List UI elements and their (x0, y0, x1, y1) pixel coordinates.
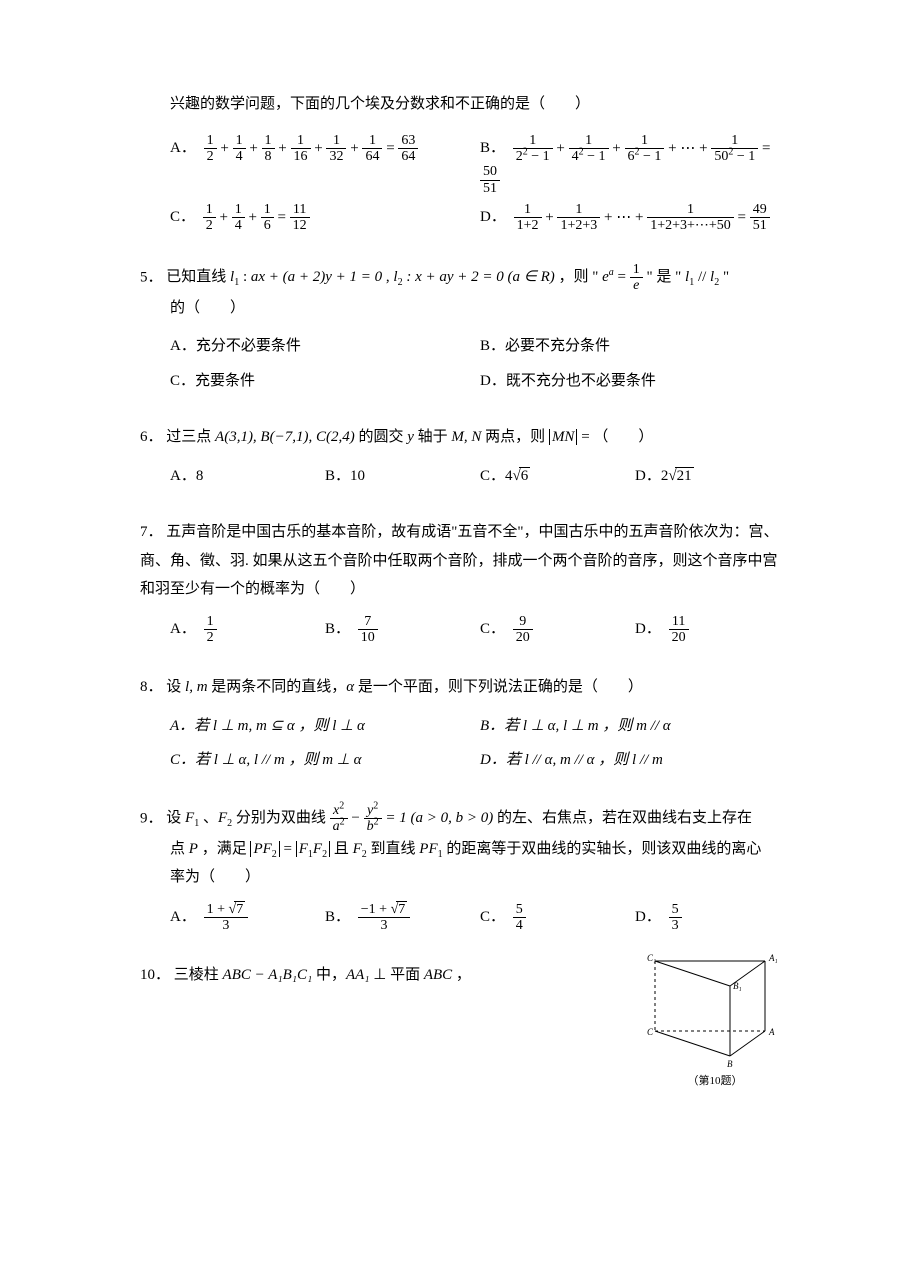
q7-opt-b[interactable]: B． 710 (325, 614, 480, 646)
q5-opt-a[interactable]: A．充分不必要条件 (170, 332, 480, 361)
q6-num: 6． (140, 429, 163, 445)
q9-opt-b[interactable]: B． −1 + 73 (325, 902, 480, 934)
q9-line2: 点 P ，满足 PF2 = F1F2 且 F2 到直线 PF1 的距离等于双曲线… (170, 835, 790, 864)
q9-opt-a[interactable]: A． 1 + 73 (170, 902, 325, 934)
q9-line3: 率为（ ） (170, 863, 790, 892)
q4-opt-d[interactable]: D． 11+2 + 11+2+3 + ⋯ + 11+2+3+⋯+50 = 495… (480, 202, 790, 234)
q5-tail: 的（ ） (170, 294, 790, 323)
q8: 8． 设 l, m 是两条不同的直线，α 是一个平面，则下列说法正确的是（ ） (140, 673, 790, 702)
q10-figure: C₁ A₁ B₁ C A B （第10题） (640, 951, 790, 1092)
q8-options: A．若 l ⊥ m, m ⊆ α ，则 l ⊥ α B．若 l ⊥ α, l ⊥… (170, 712, 790, 781)
q5-num: 5． (140, 269, 163, 285)
q9-num: 9． (140, 810, 163, 826)
q7-num: 7． (140, 524, 163, 540)
q6-opt-b[interactable]: B．10 (325, 462, 480, 491)
q5-options: A．充分不必要条件 B．必要不充分条件 C．充要条件 D．既不充分也不必要条件 (170, 332, 790, 401)
q6-opt-c[interactable]: C．46 (480, 462, 635, 491)
q7-options: A． 12 B． 710 C． 920 D． 1120 (170, 614, 790, 652)
svg-text:A: A (768, 1027, 775, 1037)
figure-caption: （第10题） (688, 1075, 743, 1087)
opt-label: C． (170, 209, 195, 225)
q4-options: A． 12 + 14 + 18 + 116 + 132 + 164 = 6364… (170, 133, 790, 240)
q4-opt-b[interactable]: B． 122 − 1 + 142 − 1 + 162 − 1 + ⋯ + 150… (480, 133, 790, 197)
q10-num: 10． (140, 967, 170, 983)
q5-opt-c[interactable]: C．充要条件 (170, 367, 480, 396)
q9-opt-c[interactable]: C． 54 (480, 902, 635, 934)
q5-opt-d[interactable]: D．既不充分也不必要条件 (480, 367, 790, 396)
opt-label: D． (480, 209, 506, 225)
opt-label: A． (170, 140, 196, 156)
svg-text:C₁: C₁ (647, 953, 656, 963)
q7-opt-c[interactable]: C． 920 (480, 614, 635, 646)
q5: 5． 已知直线 l1 : ax + (a + 2)y + 1 = 0 , l2 … (140, 262, 790, 322)
q10-stem: 三棱柱 ABC − A₁B₁C₁ 中，AA₁ ⊥ 平面 ABC ， (174, 967, 471, 983)
opt-label: B． (480, 140, 505, 156)
q7-stem: 五声音阶是中国古乐的基本音阶，故有成语"五音不全"，中国古乐中的五声音阶依次为：… (140, 524, 779, 597)
svg-text:C: C (647, 1027, 654, 1037)
q9-opt-d[interactable]: D． 53 (635, 902, 790, 934)
q8-opt-c[interactable]: C．若 l ⊥ α, l // m ，则 m ⊥ α (170, 746, 480, 775)
svg-text:A₁: A₁ (768, 953, 778, 963)
q4-intro: 兴趣的数学问题，下面的几个埃及分数求和不正确的是（ ） (140, 90, 790, 119)
q8-opt-d[interactable]: D．若 l // α, m // α ，则 l // m (480, 746, 790, 775)
q8-stem: 设 l, m 是两条不同的直线，α 是一个平面，则下列说法正确的是（ ） (166, 679, 643, 695)
svg-text:B₁: B₁ (733, 981, 742, 991)
q4-opt-c[interactable]: C． 12 + 14 + 16 = 1112 (170, 202, 480, 234)
q5-opt-b[interactable]: B．必要不充分条件 (480, 332, 790, 361)
q4-opt-a[interactable]: A． 12 + 14 + 18 + 116 + 132 + 164 = 6364 (170, 133, 480, 197)
q6-options: A．8 B．10 C．46 D．221 (170, 462, 790, 497)
q6-opt-a[interactable]: A．8 (170, 462, 325, 491)
q8-opt-b[interactable]: B．若 l ⊥ α, l ⊥ m ，则 m // α (480, 712, 790, 741)
svg-text:B: B (727, 1059, 733, 1069)
q7-opt-a[interactable]: A． 12 (170, 614, 325, 646)
q6-stem: 过三点 A(3,1), B(−7,1), C(2,4) 的圆交 y 轴于 M, … (166, 429, 653, 445)
q6: 6． 过三点 A(3,1), B(−7,1), C(2,4) 的圆交 y 轴于 … (140, 423, 790, 452)
q6-opt-d[interactable]: D．221 (635, 462, 790, 491)
q8-num: 8． (140, 679, 163, 695)
q5-stem: 已知直线 l1 : ax + (a + 2)y + 1 = 0 , l2 : x… (166, 269, 729, 285)
q9-stem: 设 F1 、F2 分别为双曲线 x2a2 − y2b2 = 1 (a > 0, … (166, 810, 752, 826)
q10: C₁ A₁ B₁ C A B （第10题） 10． 三棱柱 ABC − A₁B₁… (140, 961, 790, 990)
q7: 7． 五声音阶是中国古乐的基本音阶，故有成语"五音不全"，中国古乐中的五声音阶依… (140, 518, 790, 604)
q9: 9． 设 F1 、F2 分别为双曲线 x2a2 − y2b2 = 1 (a > … (140, 803, 790, 892)
q8-opt-a[interactable]: A．若 l ⊥ m, m ⊆ α ，则 l ⊥ α (170, 712, 480, 741)
q9-options: A． 1 + 73 B． −1 + 73 C． 54 D． 53 (170, 902, 790, 940)
q7-opt-d[interactable]: D． 1120 (635, 614, 790, 646)
